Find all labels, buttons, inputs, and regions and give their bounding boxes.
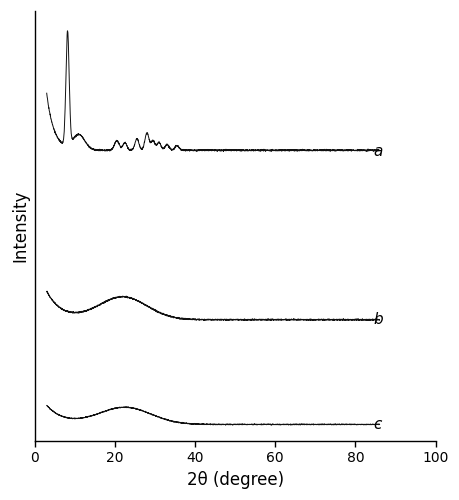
Text: c: c — [373, 417, 381, 432]
X-axis label: 2θ (degree): 2θ (degree) — [186, 471, 283, 489]
Text: b: b — [373, 312, 382, 327]
Y-axis label: Intensity: Intensity — [11, 190, 29, 262]
Text: a: a — [373, 144, 382, 158]
